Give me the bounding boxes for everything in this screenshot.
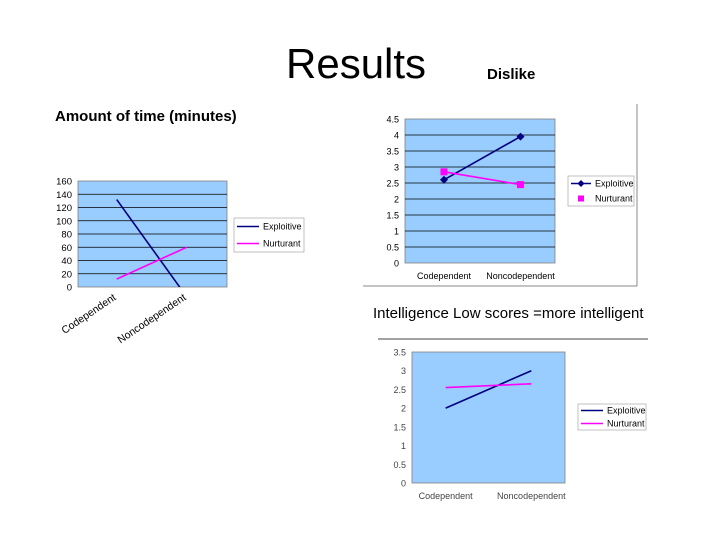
y-tick-label: 3.5 xyxy=(393,348,406,358)
y-tick-label: 4.5 xyxy=(386,115,399,125)
y-tick-label: 1 xyxy=(401,441,406,451)
series-line-exploitive xyxy=(445,369,532,409)
y-tick-label: 0.5 xyxy=(386,243,399,253)
y-tick-label: 0 xyxy=(67,283,72,294)
y-tick-label: 3 xyxy=(394,163,399,173)
y-tick-label: 1.5 xyxy=(386,211,399,221)
y-tick-label: 160 xyxy=(56,177,72,188)
legend-box xyxy=(233,217,305,253)
time-chart: 0 20 40 60 80 100 120 140 160 CodependentNoncodep… xyxy=(56,177,305,347)
y-tick-label: 0 xyxy=(394,259,399,269)
x-category-label: Codependent xyxy=(419,491,474,501)
y-tick-label: 1.5 xyxy=(393,422,406,432)
dislike-heading: Dislike xyxy=(487,66,536,83)
intelligence-chart: 0 0.5 1 1.5 2 2.5 3 3.5 Codependent Noncodependen… xyxy=(378,338,648,501)
legend-label-exploitive: Exploitive xyxy=(595,179,634,189)
legend-swatch-marker xyxy=(577,180,585,187)
y-tick-label: 20 xyxy=(61,269,72,280)
y-tick-label: 2 xyxy=(401,404,406,414)
series-line-exploitive xyxy=(116,199,181,287)
x-category-label: Codependent xyxy=(59,291,118,336)
legend-label-nurturant: Nurturant xyxy=(263,239,301,249)
y-tick-label: 40 xyxy=(61,256,72,267)
y-tick-label: 3.5 xyxy=(386,147,399,157)
series-line-nurturant xyxy=(443,171,521,186)
legend-label-exploitive: Exploitive xyxy=(607,406,646,416)
plot-area xyxy=(404,118,556,264)
y-tick-label: 0 xyxy=(401,479,406,489)
x-category-label: Codependent xyxy=(417,271,472,281)
data-point-exploitive xyxy=(440,175,448,184)
data-point-exploitive xyxy=(516,132,525,141)
data-point-nurturant xyxy=(517,181,524,189)
time-heading: Amount of time (minutes) xyxy=(55,108,237,125)
legend-box xyxy=(577,403,647,431)
y-tick-label: 4 xyxy=(394,131,399,141)
slide-title: Results xyxy=(286,40,427,87)
x-category-label: Noncodependent xyxy=(486,271,555,281)
legend-label-exploitive: Exploitive xyxy=(263,222,302,232)
plot-area xyxy=(411,351,566,484)
intelligence-heading: Intelligence Low scores =more intelligen… xyxy=(373,305,644,322)
y-tick-label: 80 xyxy=(61,230,72,241)
y-tick-label: 2 xyxy=(394,195,399,205)
y-tick-label: 60 xyxy=(61,243,72,254)
series-line-nurturant xyxy=(445,383,532,389)
y-tick-label: 2.5 xyxy=(386,179,399,189)
dislike-chart: 0 0.5 1 1.5 2 2.5 3 3.5 4 4.5 Codependent Noncodepe… xyxy=(363,104,638,287)
series-line-nurturant xyxy=(116,246,188,280)
series-line-exploitive xyxy=(443,135,521,181)
y-tick-label: 2.5 xyxy=(393,385,406,395)
data-point-nurturant xyxy=(440,168,448,176)
y-tick-label: 3 xyxy=(401,366,406,376)
y-tick-label: 0.5 xyxy=(393,460,406,470)
y-tick-label: 1 xyxy=(394,227,399,237)
y-tick-label: 100 xyxy=(56,216,72,227)
x-category-label: Noncodependent xyxy=(497,491,566,501)
x-category-label: Noncodependent xyxy=(115,292,188,347)
legend-label-nurturant: Nurturant xyxy=(607,419,645,429)
legend-label-nurturant: Nurturant xyxy=(595,194,633,204)
legend-swatch-marker xyxy=(578,195,584,202)
y-tick-label: 120 xyxy=(56,203,72,214)
y-tick-label: 140 xyxy=(56,190,72,201)
